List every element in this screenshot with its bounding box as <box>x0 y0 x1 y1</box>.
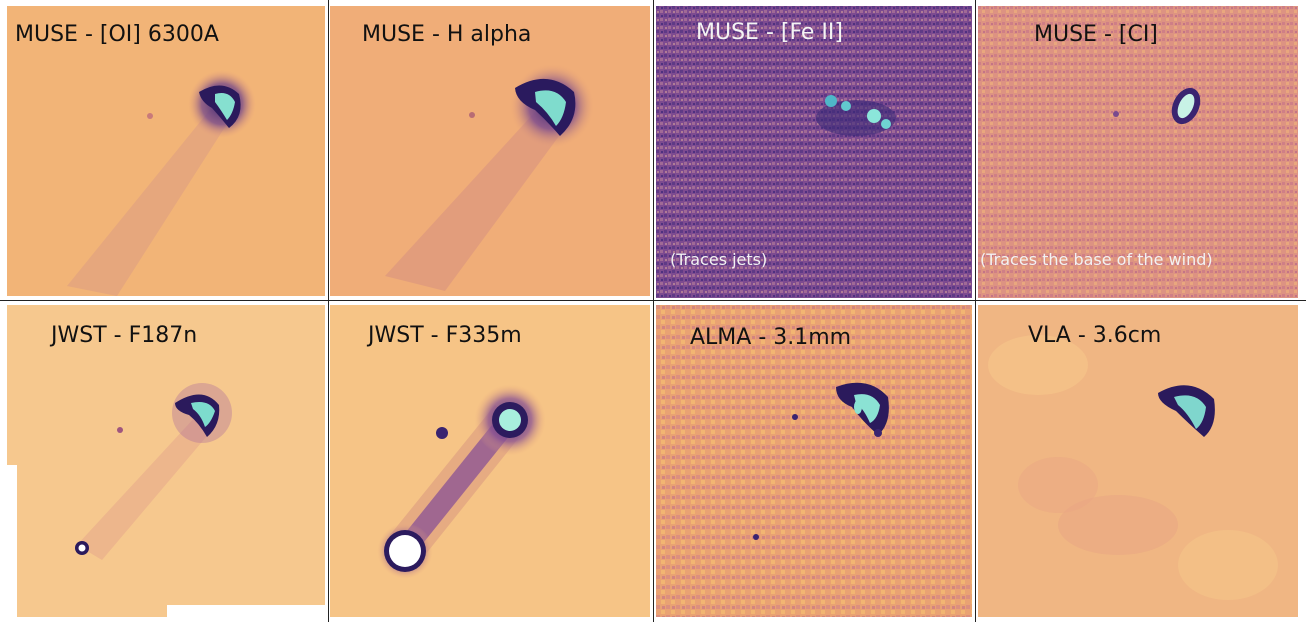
panel-title: ALMA - 3.1mm <box>690 325 852 350</box>
muse-feii-image <box>656 6 972 298</box>
panel-muse-halpha: MUSE - H alpha <box>330 6 650 296</box>
muse-oi-image <box>7 6 325 296</box>
divider-horizontal <box>0 300 1306 301</box>
divider-vertical <box>975 0 976 622</box>
panel-note: (Traces the base of the wind) <box>980 250 1213 269</box>
divider-vertical <box>328 0 329 622</box>
muse-ci-image <box>978 6 1298 298</box>
panel-title: MUSE - [Fe II] <box>696 20 843 45</box>
muse-halpha-image <box>330 6 650 296</box>
panel-title: MUSE - [OI] 6300A <box>15 22 219 47</box>
divider-vertical <box>653 0 654 622</box>
panel-vla: VLA - 3.6cm <box>978 305 1298 617</box>
vla-image <box>978 305 1298 617</box>
jwst-f187n-image <box>7 305 325 617</box>
panel-title: MUSE - H alpha <box>362 22 532 47</box>
panel-muse-feii: MUSE - [Fe II] (Traces jets) <box>656 6 972 298</box>
panel-note: (Traces jets) <box>670 250 768 269</box>
panel-title: VLA - 3.6cm <box>1028 323 1162 348</box>
panel-muse-ci: MUSE - [CI] (Traces the base of the wind… <box>978 6 1298 298</box>
panel-jwst-f187n: JWST - F187n <box>7 305 325 617</box>
panel-title: JWST - F187n <box>51 323 198 348</box>
panel-title: MUSE - [CI] <box>1034 22 1158 47</box>
panel-title: JWST - F335m <box>368 323 522 348</box>
panel-muse-oi: MUSE - [OI] 6300A <box>7 6 325 296</box>
jwst-f335m-image <box>330 305 650 617</box>
panel-alma: ALMA - 3.1mm <box>656 305 972 617</box>
alma-image <box>656 305 972 617</box>
panel-jwst-f335m: JWST - F335m <box>330 305 650 617</box>
